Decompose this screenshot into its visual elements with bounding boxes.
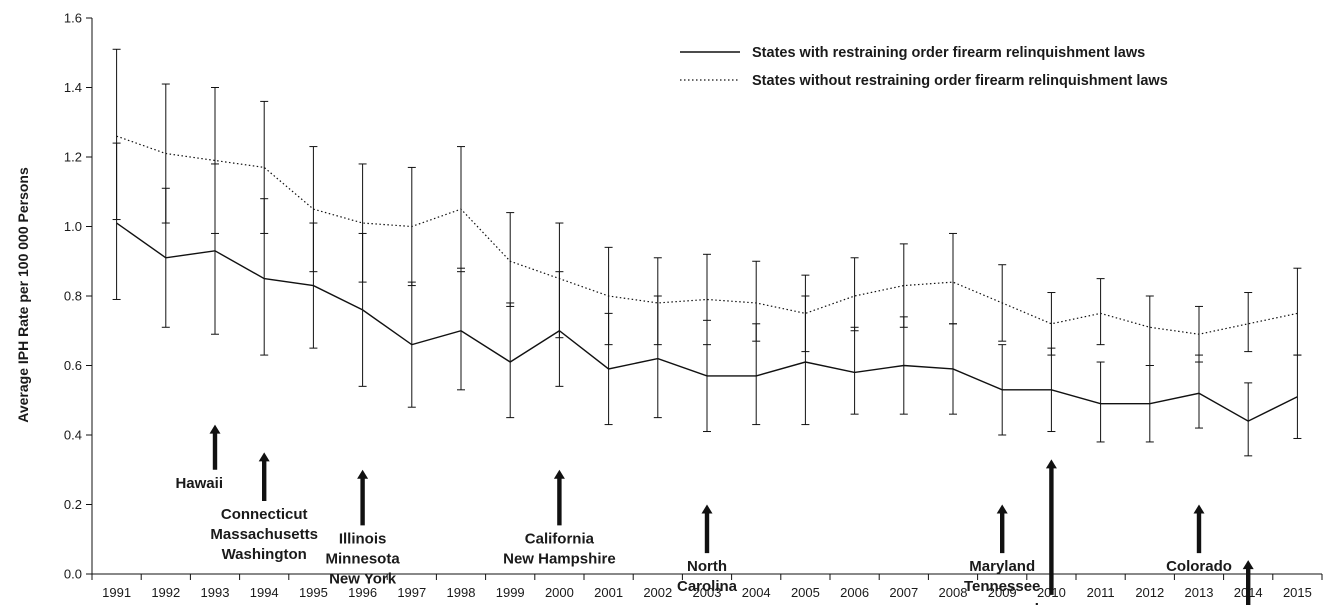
series-line-with-laws (116, 222, 1298, 422)
x-tick-label: 2003 (693, 585, 722, 600)
annotation-label-1993: Hawaii (175, 475, 223, 492)
series-line-without-laws (116, 135, 1298, 335)
annotation-label-2003: Carolina (677, 578, 738, 595)
annotation-label-2000: California (525, 530, 595, 547)
legend-label-without-laws: States without restraining order firearm… (752, 73, 1168, 89)
legend-label-with-laws: States with restraining order firearm re… (752, 45, 1145, 61)
annotation-arrow-2014 (1242, 560, 1254, 605)
annotation-label-1994: Massachusetts (210, 526, 318, 543)
x-tick-label: 1995 (299, 585, 328, 600)
x-tick-label: 1991 (102, 585, 131, 600)
annotation-arrow-1993 (209, 424, 221, 470)
x-tick-label: 2008 (939, 585, 968, 600)
error-bars (112, 48, 1302, 457)
y-tick-label: 0.4 (64, 428, 82, 443)
annotation-arrow-2003 (701, 504, 713, 554)
annotation-label-2009: Maryland (969, 558, 1035, 575)
x-tick-label: 2007 (889, 585, 918, 600)
annotation-arrow-1996 (357, 469, 369, 526)
series-lines (116, 135, 1298, 422)
x-tick-label: 2013 (1185, 585, 1214, 600)
x-tick-label: 2015 (1283, 585, 1312, 600)
y-tick-label: 1.0 (64, 219, 82, 234)
annotation-arrow-2010 (1045, 459, 1057, 595)
x-tick-label: 2005 (791, 585, 820, 600)
annotation-label-1994: Washington (222, 546, 307, 563)
x-tick-label: 1993 (201, 585, 230, 600)
annotations: Hawaii Connecticut Massachusetts Washington… (175, 424, 1254, 605)
x-tick-label: 1996 (348, 585, 377, 600)
axes: 0.0 0.2 0.4 0.6 0.8 1.0 1.2 1.4 1.6 1991 1992 1993 1… (64, 11, 1323, 600)
x-tick-label: 2004 (742, 585, 771, 600)
x-tick-label: 2012 (1135, 585, 1164, 600)
x-tick-label: 1994 (250, 585, 279, 600)
annotation-label-2009: Tennessee (964, 578, 1040, 595)
x-tick-label: 1998 (447, 585, 476, 600)
annotation-label-1996: Illinois (339, 530, 387, 547)
annotation-arrow-2000 (553, 469, 565, 526)
x-tick-label: 2000 (545, 585, 574, 600)
legend: States with restraining order firearm re… (680, 45, 1168, 89)
annotation-label-1994: Connecticut (221, 506, 308, 523)
annotation-label-2013: Colorado (1166, 558, 1232, 575)
y-tick-label: 1.2 (64, 150, 82, 165)
y-axis-title: Average IPH Rate per 100 000 Persons (15, 167, 31, 423)
x-tick-label: 2002 (643, 585, 672, 600)
x-tick-label: 2011 (1087, 585, 1115, 600)
annotation-arrow-2009 (996, 504, 1008, 554)
x-tick-label: 1999 (496, 585, 525, 600)
annotation-label-2003: North (687, 558, 727, 575)
y-tick-label: 1.4 (64, 80, 82, 95)
annotation-arrow-2013 (1193, 504, 1205, 554)
annotation-label-2000: New Hampshire (503, 550, 616, 567)
annotation-label-2010: Iowa (1035, 600, 1069, 605)
x-tick-label: 1997 (397, 585, 426, 600)
y-tick-label: 0.0 (64, 567, 82, 582)
x-tick-label: 2006 (840, 585, 869, 600)
x-tick-label: 2001 (594, 585, 623, 600)
x-tick-label: 1992 (151, 585, 180, 600)
y-tick-label: 1.6 (64, 11, 82, 26)
annotation-arrow-1994 (258, 452, 270, 502)
y-tick-label: 0.6 (64, 358, 82, 373)
y-tick-label: 0.8 (64, 289, 82, 304)
annotation-label-1996: New York (329, 570, 397, 587)
annotation-label-1996: Minnesota (326, 550, 401, 567)
x-tick-label: 2009 (988, 585, 1017, 600)
y-tick-label: 0.2 (64, 497, 82, 512)
